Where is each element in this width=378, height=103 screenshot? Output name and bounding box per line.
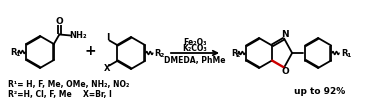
Text: 2: 2 xyxy=(236,53,240,58)
Text: 1: 1 xyxy=(346,53,350,58)
Text: R¹= H, F, Me, OMe, NH₂, NO₂: R¹= H, F, Me, OMe, NH₂, NO₂ xyxy=(8,80,129,88)
Text: NH₂: NH₂ xyxy=(70,31,87,40)
Text: O: O xyxy=(281,67,289,76)
Text: X: X xyxy=(104,64,111,73)
Text: R: R xyxy=(341,49,347,57)
Text: Fe₂O₃: Fe₂O₃ xyxy=(183,37,207,46)
Text: R: R xyxy=(155,49,161,57)
Text: DMEDA, PhMe: DMEDA, PhMe xyxy=(164,56,226,64)
Text: 1: 1 xyxy=(15,52,19,57)
Text: 2: 2 xyxy=(160,53,164,58)
Text: R: R xyxy=(10,47,16,57)
Text: up to 92%: up to 92% xyxy=(294,87,345,95)
Text: N: N xyxy=(281,30,289,39)
Text: R²=H, Cl, F, Me: R²=H, Cl, F, Me xyxy=(8,90,72,98)
Text: K₂CO₃: K₂CO₃ xyxy=(183,43,208,53)
Text: +: + xyxy=(84,44,96,58)
Text: I: I xyxy=(106,33,109,42)
Text: R: R xyxy=(231,49,237,57)
Text: O: O xyxy=(56,17,63,26)
Text: X=Br, I: X=Br, I xyxy=(83,90,112,98)
